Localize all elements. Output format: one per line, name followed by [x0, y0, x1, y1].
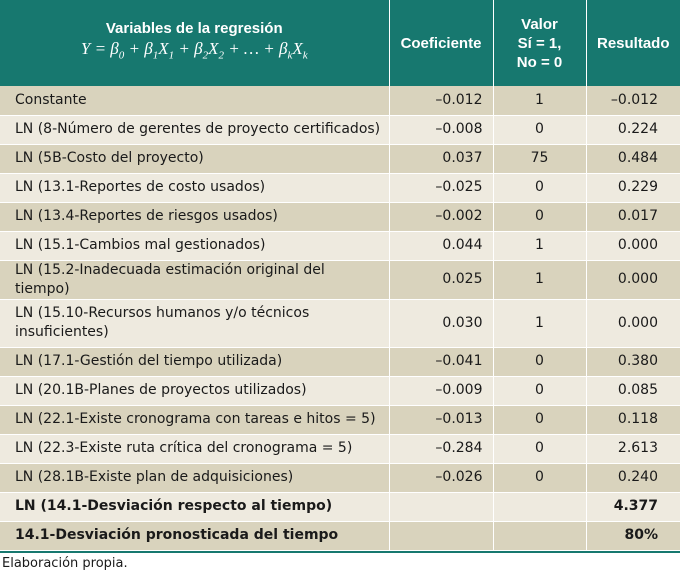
coefficient-cell: 0.030	[389, 299, 494, 348]
empty-cell	[389, 521, 494, 551]
result-cell: 0.118	[586, 405, 680, 435]
variable-name-cell: LN (15.10-Recursos humanos y/o técnicos …	[0, 299, 390, 348]
value-cell: 0	[493, 405, 587, 435]
table-row: LN (22.1-Existe cronograma con tareas e …	[0, 405, 680, 435]
summary-row: LN (14.1-Desviación respecto al tiempo) 4…	[0, 492, 680, 522]
value-cell: 0	[493, 173, 587, 203]
resultado-header: Resultado	[586, 0, 680, 86]
value-cell: 75	[493, 144, 587, 174]
empty-cell	[389, 492, 494, 522]
coefficient-cell: –0.002	[389, 202, 494, 232]
table-row: LN (28.1B-Existe plan de adquisiciones) –…	[0, 463, 680, 493]
summary-result-cell: 4.377	[586, 492, 680, 522]
empty-cell	[493, 492, 587, 522]
result-cell: 0.380	[586, 347, 680, 377]
value-cell: 0	[493, 347, 587, 377]
coefficient-cell: –0.012	[389, 86, 494, 116]
regression-table: Variables de la regresión Y = β0 + β1X1 …	[0, 0, 680, 551]
table-body: Constante –0.012 1 –0.012 LN (8-Número de ge…	[0, 86, 680, 551]
bottom-rule	[0, 550, 680, 553]
coefficient-cell: –0.013	[389, 405, 494, 435]
source-note: Elaboración propia.	[2, 556, 128, 571]
value-cell: 1	[493, 231, 587, 261]
table-row: LN (13.4-Reportes de riesgos usados) –0.0…	[0, 202, 680, 232]
variable-name-cell: LN (22.3-Existe ruta crítica del cronogr…	[0, 434, 390, 464]
regression-table-container: Variables de la regresión Y = β0 + β1X1 …	[0, 0, 680, 553]
summary-name-cell: LN (14.1-Desviación respecto al tiempo)	[0, 492, 390, 522]
table-row: LN (15.1-Cambios mal gestionados) 0.044 1 0…	[0, 231, 680, 261]
variable-name-cell: LN (17.1-Gestión del tiempo utilizada)	[0, 347, 390, 377]
result-cell: 0.000	[586, 231, 680, 261]
variable-name-cell: LN (22.1-Existe cronograma con tareas e …	[0, 405, 390, 435]
result-cell: –0.012	[586, 86, 680, 116]
variables-header: Variables de la regresión Y = β0 + β1X1 …	[0, 0, 390, 86]
variables-title: Variables de la regresión	[105, 20, 283, 38]
variable-name-cell: LN (5B-Costo del proyecto)	[0, 144, 390, 174]
table-row: LN (22.3-Existe ruta crítica del cronogr…	[0, 434, 680, 464]
value-cell: 1	[493, 260, 587, 300]
valor-header: Valor Sí = 1, No = 0	[493, 0, 587, 86]
value-cell: 0	[493, 115, 587, 145]
value-cell: 0	[493, 463, 587, 493]
coefficient-cell: 0.025	[389, 260, 494, 300]
result-cell: 0.240	[586, 463, 680, 493]
summary-result-cell: 80%	[586, 521, 680, 551]
value-cell: 1	[493, 86, 587, 116]
result-cell: 0.224	[586, 115, 680, 145]
coeficiente-header: Coeficiente	[389, 0, 494, 86]
value-cell: 0	[493, 434, 587, 464]
summary-row: 14.1-Desviación pronosticada del tiempo 8…	[0, 521, 680, 551]
coefficient-cell: 0.037	[389, 144, 494, 174]
result-cell: 0.085	[586, 376, 680, 406]
table-row: LN (8-Número de gerentes de proyecto cer…	[0, 115, 680, 145]
result-cell: 2.613	[586, 434, 680, 464]
table-row: LN (20.1B-Planes de proyectos utilizados…	[0, 376, 680, 406]
coefficient-cell: –0.284	[389, 434, 494, 464]
table-header-row: Variables de la regresión Y = β0 + β1X1 …	[0, 0, 680, 86]
variable-name-cell: LN (28.1B-Existe plan de adquisiciones)	[0, 463, 390, 493]
table-row: LN (5B-Costo del proyecto) 0.037 75 0.484	[0, 144, 680, 174]
table-row: LN (13.1-Reportes de costo usados) –0.025…	[0, 173, 680, 203]
result-cell: 0.000	[586, 260, 680, 300]
variable-name-cell: LN (20.1B-Planes de proyectos utilizados…	[0, 376, 390, 406]
table-row: LN (17.1-Gestión del tiempo utilizada) –0…	[0, 347, 680, 377]
result-cell: 0.229	[586, 173, 680, 203]
coefficient-cell: –0.041	[389, 347, 494, 377]
variable-name-cell: LN (13.4-Reportes de riesgos usados)	[0, 202, 390, 232]
variable-name-cell: LN (15.2-Inadecuada estimación original …	[0, 260, 390, 300]
value-cell: 0	[493, 202, 587, 232]
variable-name-cell: LN (15.1-Cambios mal gestionados)	[0, 231, 390, 261]
variable-name-cell: Constante	[0, 86, 390, 116]
result-cell: 0.000	[586, 299, 680, 348]
coefficient-cell: –0.025	[389, 173, 494, 203]
result-cell: 0.484	[586, 144, 680, 174]
coefficient-cell: 0.044	[389, 231, 494, 261]
coefficient-cell: –0.008	[389, 115, 494, 145]
coefficient-cell: –0.009	[389, 376, 494, 406]
table-row: LN (15.2-Inadecuada estimación original …	[0, 260, 680, 300]
variable-name-cell: LN (8-Número de gerentes de proyecto cer…	[0, 115, 390, 145]
variable-name-cell: LN (13.1-Reportes de costo usados)	[0, 173, 390, 203]
result-cell: 0.017	[586, 202, 680, 232]
coefficient-cell: –0.026	[389, 463, 494, 493]
empty-cell	[493, 521, 587, 551]
value-cell: 1	[493, 299, 587, 348]
regression-formula: Y = β0 + β1X1 + β2X2 + … + βkXk	[80, 39, 308, 62]
table-row: LN (15.10-Recursos humanos y/o técnicos …	[0, 299, 680, 348]
value-cell: 0	[493, 376, 587, 406]
table-row: Constante –0.012 1 –0.012	[0, 86, 680, 116]
summary-name-cell: 14.1-Desviación pronosticada del tiempo	[0, 521, 390, 551]
